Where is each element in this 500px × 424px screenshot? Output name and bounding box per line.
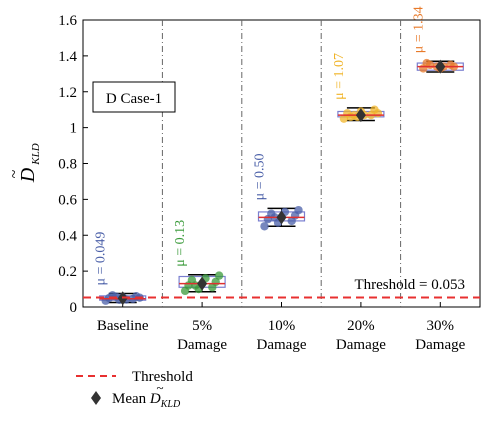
y-axis-label-tilde: ~ xyxy=(6,169,23,178)
x-tick-label-line2: Damage xyxy=(336,337,386,353)
y-axis-label: D ~ KLD xyxy=(6,143,42,183)
data-point xyxy=(214,271,224,280)
y-axis-label-sub: KLD xyxy=(30,143,42,165)
y-tick-label: 1 xyxy=(70,121,78,137)
mean-annotations: μ = 0.049 μ = 0.13 μ = 0.50 μ = 1.07 μ = 1.3… xyxy=(94,6,427,285)
legend: Threshold Mean DKLD ~ xyxy=(76,369,193,410)
mean-annotation: μ = 0.049 xyxy=(94,232,109,286)
mean-annotation: μ = 1.07 xyxy=(332,53,347,100)
legend-mean-tilde: ~ xyxy=(156,380,163,395)
y-tick-label: 0.4 xyxy=(58,228,77,244)
legend-mean-label: Mean DKLD xyxy=(112,391,181,410)
mean-marker xyxy=(197,276,208,291)
data-point xyxy=(260,222,269,231)
category-separators xyxy=(161,20,402,307)
mean-annotation: μ = 1.34 xyxy=(411,6,426,53)
legend-mean-marker xyxy=(91,391,101,405)
threshold-label: Threshold = 0.053 xyxy=(354,277,465,293)
y-tick-label: 0.2 xyxy=(58,264,77,280)
data-point xyxy=(425,60,435,70)
mean-marker xyxy=(276,210,287,225)
mean-annotation: μ = 0.50 xyxy=(253,153,268,200)
x-tick-label-line2: Damage xyxy=(415,337,465,353)
y-axis: 0 0.2 0.4 0.6 0.8 1 1.2 1.4 1.6 xyxy=(58,13,88,316)
x-tick-label: 10% xyxy=(268,318,296,334)
box-plots xyxy=(99,58,464,306)
data-point xyxy=(294,205,303,215)
mean-marker xyxy=(435,59,446,74)
legend-mean-main: D xyxy=(149,391,161,407)
legend-mean-prefix: Mean xyxy=(112,391,150,407)
x-tick-label: Baseline xyxy=(97,318,149,334)
y-tick-label: 0.6 xyxy=(58,192,77,208)
x-axis: Baseline 5% Damage 10% Damage 20% Damage 30% Dam… xyxy=(97,302,466,353)
y-tick-label: 0 xyxy=(70,300,78,316)
mean-marker xyxy=(355,108,366,123)
x-tick-label-line2: Damage xyxy=(257,337,307,353)
x-tick-label: 5% xyxy=(192,318,212,334)
y-tick-label: 1.6 xyxy=(58,13,77,29)
x-tick-label: 20% xyxy=(347,318,375,334)
x-tick-label-line2: Damage xyxy=(177,337,227,353)
data-point xyxy=(373,109,383,118)
x-tick-label: 30% xyxy=(427,318,455,334)
y-tick-label: 1.4 xyxy=(58,49,77,65)
legend-mean-sub: KLD xyxy=(160,399,181,410)
case-label: D Case-1 xyxy=(106,91,162,107)
mean-annotation: μ = 0.13 xyxy=(173,220,188,267)
y-tick-label: 0.8 xyxy=(58,157,77,173)
y-axis-label-main: D xyxy=(17,167,39,183)
case-label-box xyxy=(92,81,176,113)
y-tick-label: 1.2 xyxy=(58,85,77,101)
legend-threshold-label: Threshold xyxy=(132,369,193,385)
